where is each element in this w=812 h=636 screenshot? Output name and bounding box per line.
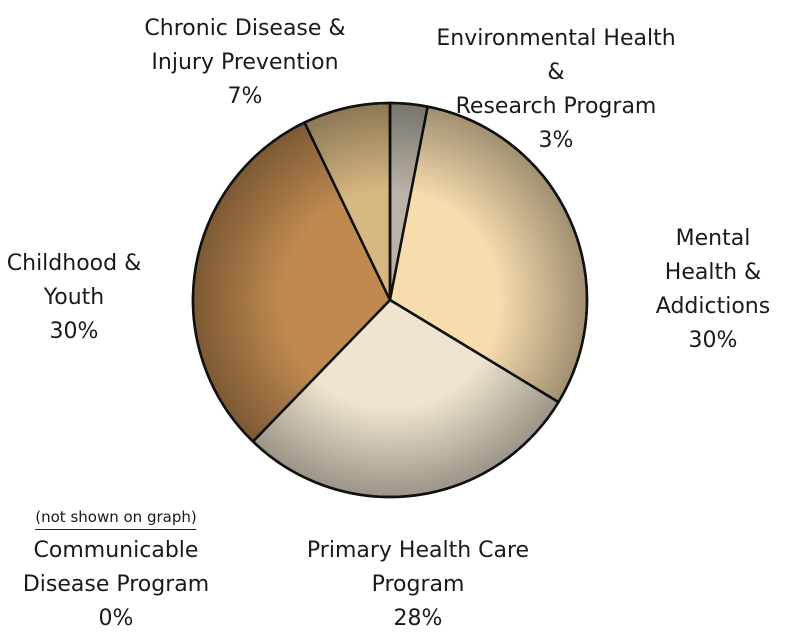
value-label: 7% (227, 84, 263, 109)
value-label: 28% (393, 606, 443, 631)
slice-label: Environmental Health & Research Program 3… (428, 22, 684, 158)
pie (191, 101, 589, 499)
slice-label: Chronic Disease & Injury Prevention 7% (144, 12, 345, 114)
value-label: 3% (538, 128, 574, 153)
value-label: 30% (49, 319, 99, 344)
slice-label: Communicable Disease Program 0% (23, 534, 209, 636)
pie-outline (191, 101, 589, 499)
category-label: Childhood & Youth (6, 251, 142, 310)
category-label: Chronic Disease & Injury Prevention (144, 16, 346, 75)
category-label: Primary Health Care Program (306, 538, 530, 597)
value-label: 0% (98, 606, 134, 631)
note: (not shown on graph) (35, 508, 197, 530)
slice-label: Primary Health Care Program 28% (307, 534, 529, 636)
slice-label: Childhood & Youth 30% (7, 247, 141, 349)
slice-label: Mental Health & Addictions 30% (656, 222, 770, 358)
category-label: Communicable Disease Program (22, 538, 210, 597)
value-label: 30% (688, 328, 738, 353)
category-label: Environmental Health & Research Program (436, 26, 676, 119)
category-label: Mental Health & Addictions (655, 226, 771, 319)
